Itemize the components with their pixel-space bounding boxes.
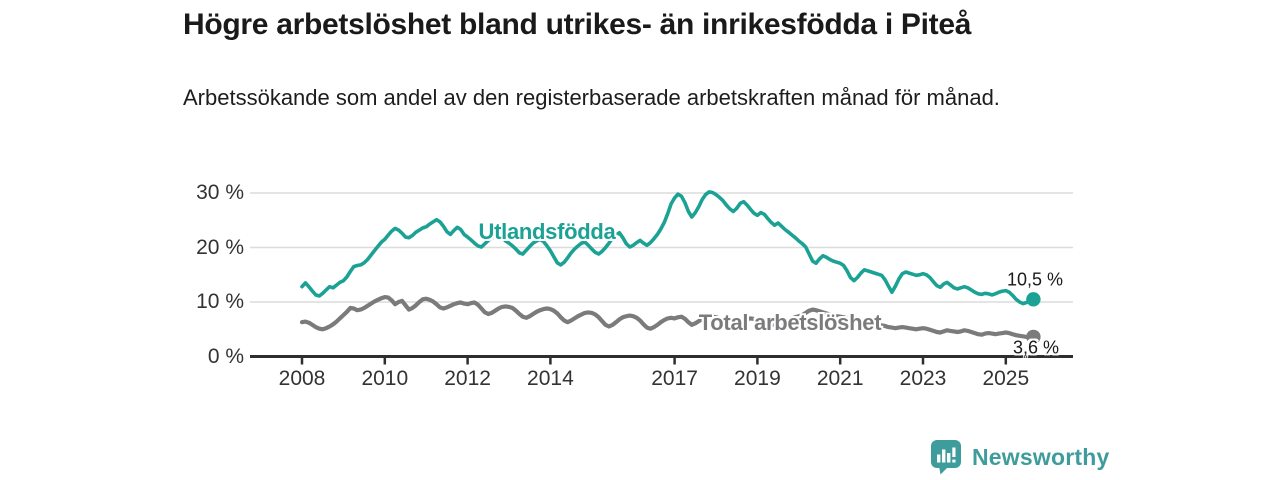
newsworthy-logo-icon — [931, 440, 961, 475]
x-axis-label-2019: 2019 — [734, 367, 781, 390]
series-label-utlandsfodda: Utlandsfödda — [478, 219, 616, 244]
y-axis-label-30: 30 % — [196, 181, 244, 204]
x-axis-label-2012: 2012 — [444, 367, 491, 390]
series-line-utlandsfodda — [300, 190, 1036, 306]
x-axis-label-2010: 2010 — [361, 367, 409, 390]
x-axis-label-2017: 2017 — [651, 367, 698, 390]
x-axis-label-2023: 2023 — [899, 367, 947, 390]
series-label-total-arbetsloshet: Total arbetslöshet — [698, 310, 882, 335]
end-dot-utlandsfodda — [1026, 292, 1041, 307]
newsworthy-logo-text: Newsworthy — [972, 444, 1110, 470]
chart-subtitle: Arbetssökande som andel av den registerb… — [183, 85, 1000, 110]
y-axis-label-0: 0 % — [207, 344, 244, 368]
chart-title: Högre arbetslöshet bland utrikes- än inr… — [183, 8, 972, 41]
y-axis-label-10: 10 % — [196, 290, 244, 313]
x-axis-label-2025: 2025 — [982, 367, 1030, 390]
newsworthy-logo: Newsworthy — [930, 440, 1109, 475]
series-line-total-arbetsloshet — [299, 295, 1036, 339]
y-axis-label-20: 20 % — [196, 235, 244, 259]
end-dot-total-arbetsloshet — [1026, 329, 1041, 345]
x-axis-label-2014: 2014 — [527, 367, 574, 390]
x-axis-label-2008: 2008 — [278, 367, 326, 390]
x-axis-label-2021: 2021 — [816, 367, 864, 390]
end-value-utlandsfodda: 10,5 % — [1006, 269, 1064, 290]
end-value-total-arbetsloshet: 3,6 % — [1012, 337, 1060, 358]
